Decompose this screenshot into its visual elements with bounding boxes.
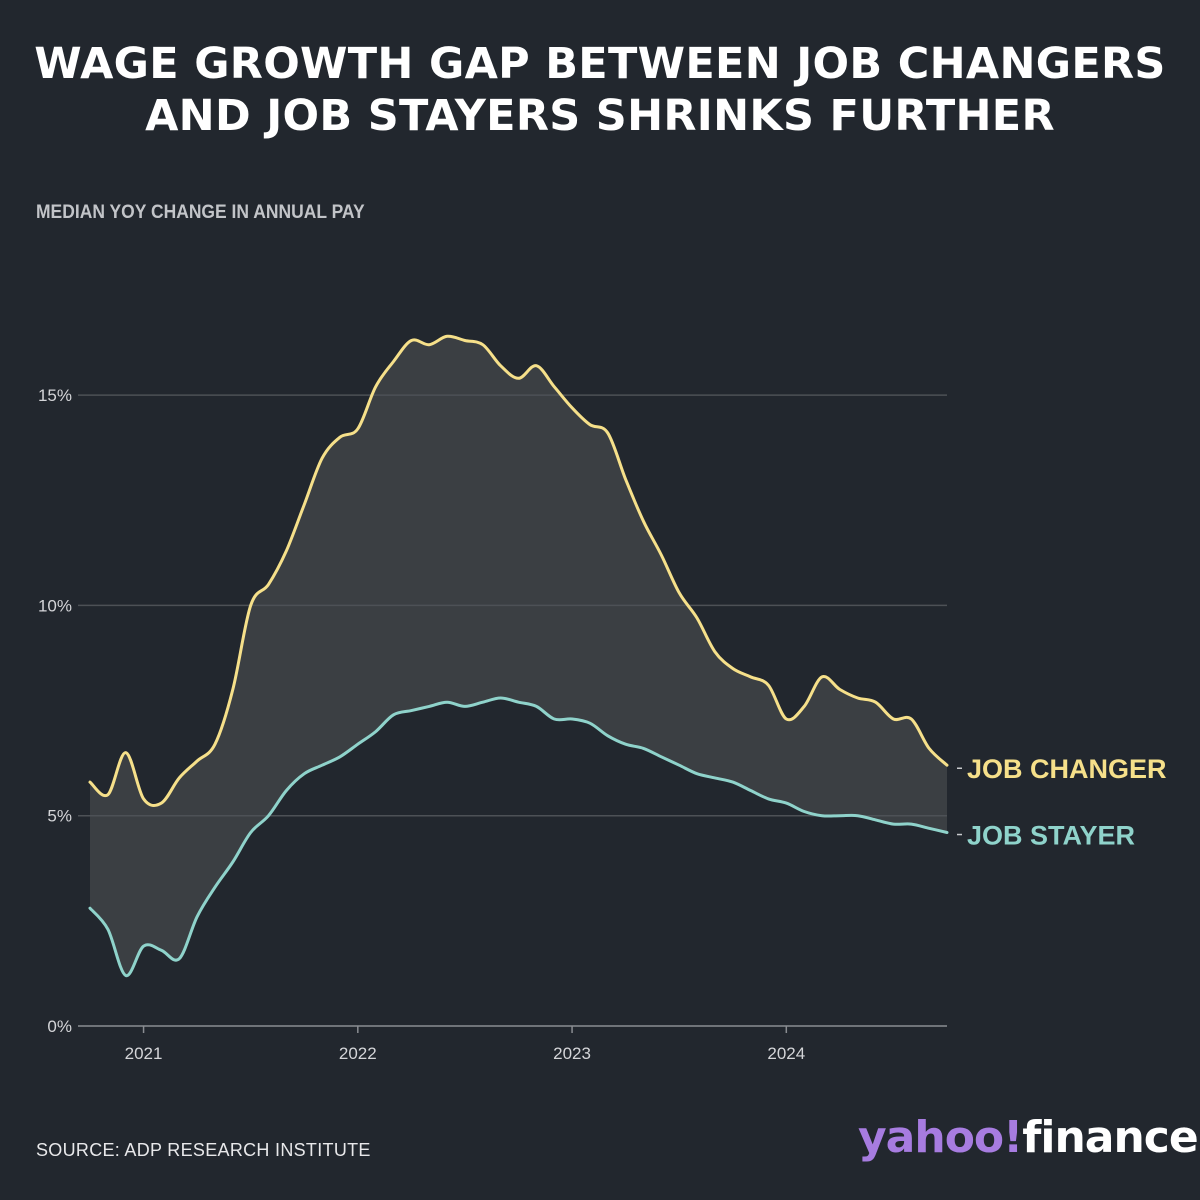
source-note: SOURCE: ADP RESEARCH INSTITUTE: [36, 1140, 371, 1160]
logo-yahoo: yahoo!: [858, 1112, 1023, 1163]
x-tick-label: 2022: [339, 1044, 377, 1063]
job-changer-line: [88, 334, 949, 808]
job-stayer-line: [88, 696, 949, 977]
x-tick-label: 2024: [767, 1044, 805, 1063]
y-tick-label: 10%: [38, 596, 72, 615]
y-tick-label: 5%: [47, 807, 72, 826]
job-changer-label: JOB CHANGER: [967, 754, 1167, 784]
x-tick-label: 2021: [125, 1044, 163, 1063]
logo-finance: finance: [1022, 1112, 1198, 1163]
chart-title: WAGE GROWTH GAP BETWEEN JOB CHANGERS AND…: [0, 38, 1200, 142]
yahoo-finance-logo: yahoo!finance: [858, 1112, 1199, 1163]
y-tick-label: 0%: [47, 1017, 72, 1036]
job-stayer-label: JOB STAYER: [967, 821, 1135, 851]
chart-title-line2: AND JOB STAYERS SHRINKS FURTHER: [145, 91, 1055, 141]
chart-title-line1: WAGE GROWTH GAP BETWEEN JOB CHANGERS: [34, 39, 1166, 89]
y-axis-label: MEDIAN YOY CHANGE IN ANNUAL PAY: [36, 202, 365, 223]
y-tick-label: 15%: [38, 386, 72, 405]
gap-area: [90, 336, 947, 976]
x-tick-label: 2023: [553, 1044, 591, 1063]
